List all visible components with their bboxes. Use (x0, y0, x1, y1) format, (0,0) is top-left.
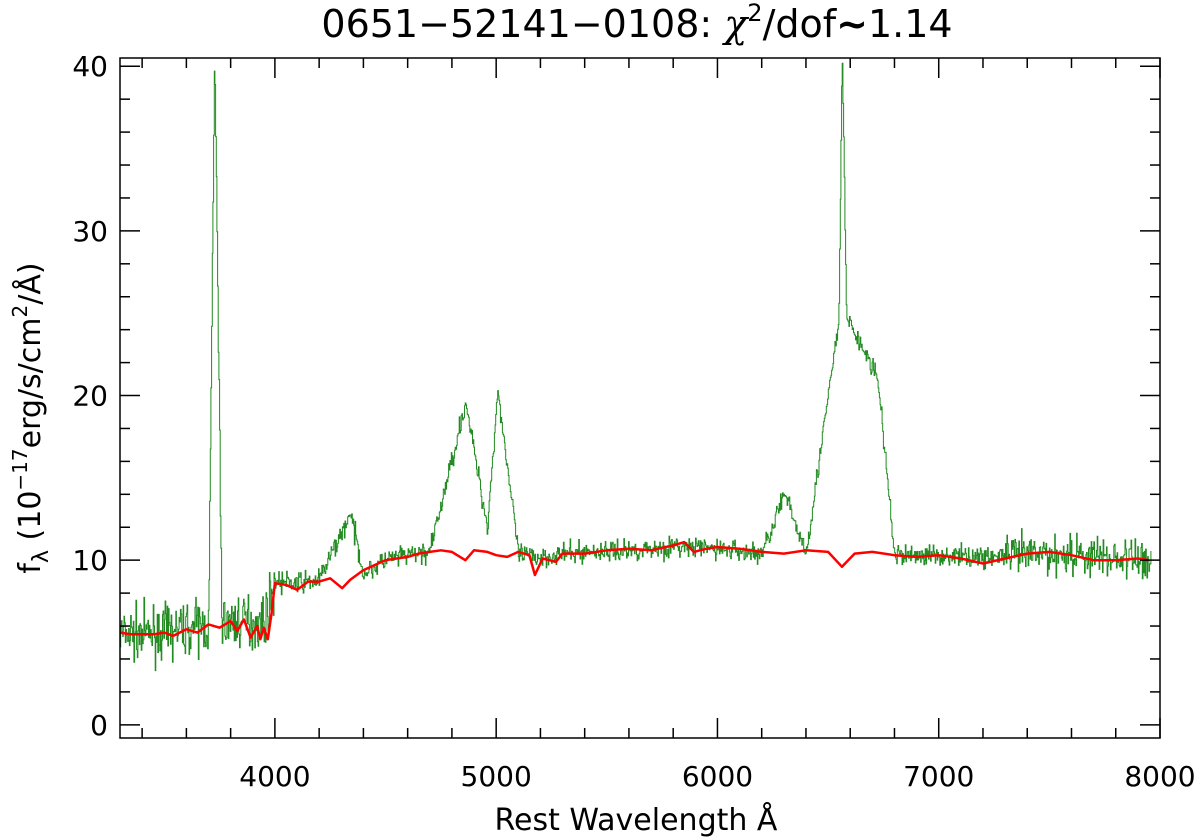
y-tick-label: 0 (90, 709, 108, 742)
y-axis-label: fλ (10−17erg/s/cm2/Å) (8, 262, 54, 573)
plot-area (120, 62, 1152, 672)
model-fit-line (120, 540, 1150, 641)
x-axis-label: Rest Wavelength Å (495, 802, 778, 838)
x-tick-label: 7000 (903, 760, 974, 793)
axes: 4000 5000 6000 7000 8000 0 10 20 30 40 (72, 50, 1195, 793)
chart-title: 0651−52141−0108: χ2/dof~1.14 (321, 0, 952, 46)
y-tick-label: 20 (72, 380, 108, 413)
observed-spectrum-line (120, 62, 1152, 672)
y-tick-label: 40 (72, 50, 108, 83)
y-tick-label: 30 (72, 215, 108, 248)
x-tick-label: 6000 (682, 760, 753, 793)
y-tick-label: 10 (72, 544, 108, 577)
plot-frame (119, 57, 1161, 739)
x-tick-label: 5000 (461, 760, 532, 793)
x-tick-label: 4000 (239, 760, 310, 793)
x-tick-label: 8000 (1124, 760, 1195, 793)
